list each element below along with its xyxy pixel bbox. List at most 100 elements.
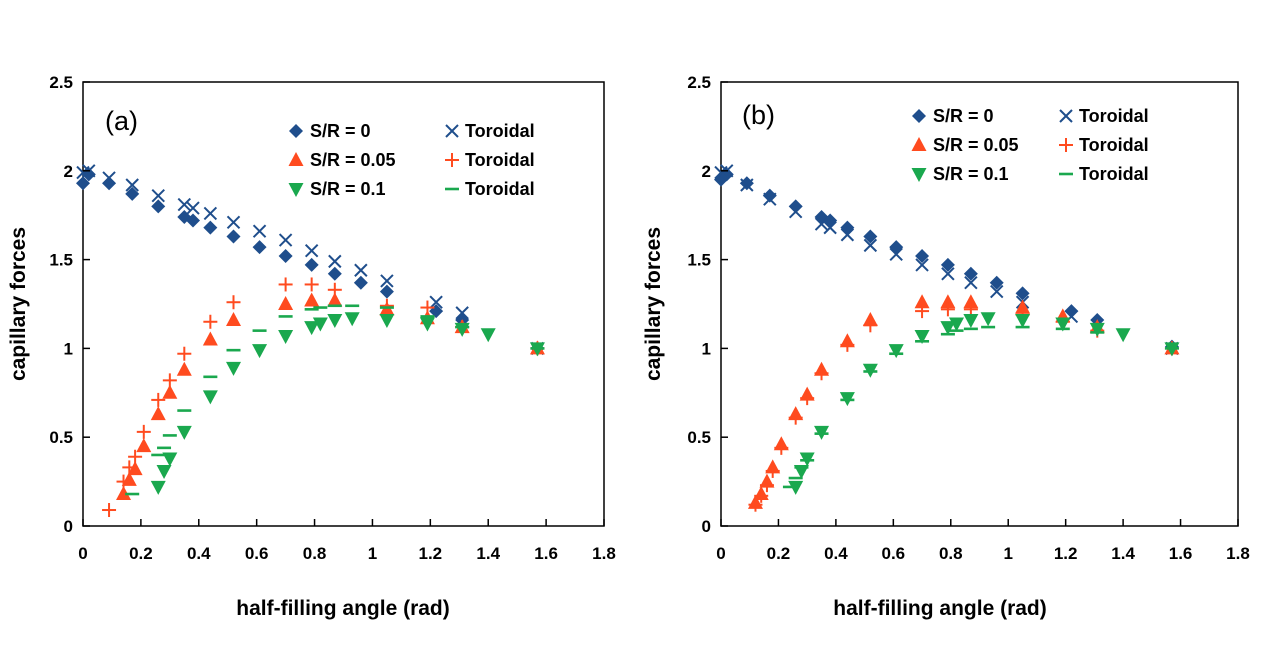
x-tick-label: 1.4 xyxy=(476,544,500,563)
x-tick-label: 0 xyxy=(716,544,725,563)
data-point xyxy=(304,244,319,258)
data-point xyxy=(304,292,320,307)
legend-symbol xyxy=(288,183,304,197)
data-point xyxy=(379,284,394,299)
data-point xyxy=(1015,299,1031,314)
x-axis-label: half-filling angle (rad) xyxy=(236,597,450,620)
data-point xyxy=(122,460,137,475)
data-point xyxy=(203,220,218,235)
data-point xyxy=(136,438,152,453)
data-point xyxy=(278,233,293,247)
legend: S/R = 0 Toroidal S/R = 0.05 Toroidal S/R… xyxy=(288,121,535,199)
data-point xyxy=(150,480,166,495)
plot-frame xyxy=(82,81,605,527)
data-point xyxy=(1055,317,1071,332)
data-point xyxy=(455,306,469,320)
legend-label-s-r-0-1: S/R = 0.1 xyxy=(310,179,386,199)
data-point xyxy=(940,321,956,336)
x-tick-label: 1.8 xyxy=(1226,544,1250,563)
data-point xyxy=(949,317,965,332)
data-point xyxy=(765,463,780,478)
data-point xyxy=(863,238,878,253)
panel-label: (a) xyxy=(105,106,138,136)
x-tick-label: 0.8 xyxy=(303,544,327,563)
series-toroidal-x xyxy=(76,164,545,356)
data-point xyxy=(162,384,178,399)
data-point xyxy=(889,247,903,261)
data-point xyxy=(419,317,435,332)
legend-marker-toroidal-x xyxy=(1059,109,1073,123)
data-point xyxy=(963,313,979,328)
data-point xyxy=(748,497,763,512)
data-point xyxy=(788,410,803,425)
data-point xyxy=(226,229,241,244)
data-point xyxy=(185,213,200,228)
data-point xyxy=(203,314,218,329)
data-point xyxy=(304,321,320,336)
data-point xyxy=(1089,322,1105,337)
data-point xyxy=(76,176,90,191)
y-tick-label: 0 xyxy=(702,517,711,536)
data-point xyxy=(800,391,815,406)
y-axis-label: capillary forces xyxy=(7,227,30,381)
legend-symbol xyxy=(1059,138,1073,152)
legend-symbol xyxy=(1059,109,1073,123)
series-s-r-0-05-triangle-up xyxy=(116,292,545,501)
data-point xyxy=(915,249,930,264)
data-point xyxy=(278,277,293,292)
y-tick-label: 1 xyxy=(702,339,711,358)
data-point xyxy=(186,201,200,215)
y-tick-label: 2 xyxy=(702,162,711,181)
legend-symbol xyxy=(911,168,927,182)
data-point xyxy=(202,390,218,405)
legend-marker-s-r-0-05 xyxy=(911,137,927,151)
x-tick-label: 0.2 xyxy=(129,544,153,563)
legend-label-s-r-0-05: S/R = 0.05 xyxy=(310,150,396,170)
data-point xyxy=(888,344,904,359)
data-point xyxy=(312,317,328,332)
data-point xyxy=(327,282,342,297)
data-point xyxy=(203,206,218,221)
data-point xyxy=(151,392,166,407)
data-point xyxy=(177,197,192,212)
data-point xyxy=(963,294,979,309)
x-tick-label: 0.4 xyxy=(824,544,848,563)
legend-marker-s-r-0 xyxy=(912,109,926,123)
data-point xyxy=(304,277,319,292)
plot-frame xyxy=(720,81,1239,527)
data-point xyxy=(863,229,878,244)
legend-label-s-r-0-05: S/R = 0.05 xyxy=(933,135,1019,155)
data-point xyxy=(889,240,904,255)
y-tick-label: 2.5 xyxy=(49,73,73,92)
x-tick-label: 1.4 xyxy=(1111,544,1135,563)
data-marks xyxy=(714,164,1180,512)
data-point xyxy=(774,440,789,455)
data-point xyxy=(136,424,151,439)
legend-label-toroidal-1: Toroidal xyxy=(1079,106,1149,126)
data-point xyxy=(788,199,803,214)
data-point xyxy=(1115,328,1131,343)
data-point xyxy=(788,204,803,219)
data-point xyxy=(863,318,878,333)
data-point xyxy=(176,361,192,376)
chart-panel-b: 0 0.2 0.4 0.6 0.8 1 1.2 1.4 1.6 1.8 0 0.5 1 1.5 2 2.5 (… xyxy=(642,73,1250,620)
data-point xyxy=(252,224,267,238)
y-tick-label: 0.5 xyxy=(687,428,711,447)
chart-panel-a: 0 0.2 0.4 0.6 0.8 1 1.2 1.4 1.6 1.8 0 0.5 1 1.5 2 2.5 (… xyxy=(7,73,616,620)
data-point xyxy=(278,296,294,310)
panel-label: (b) xyxy=(742,100,775,130)
data-point xyxy=(102,176,117,191)
data-point xyxy=(840,337,855,352)
y-tick-label: 0 xyxy=(64,517,73,536)
data-point xyxy=(914,294,930,309)
axes: 0 0.2 0.4 0.6 0.8 1 1.2 1.4 1.6 1.8 0 0.5 1 1.5 2 2.5 xyxy=(687,73,1249,563)
data-point xyxy=(116,486,132,501)
x-tick-label: 0.2 xyxy=(767,544,791,563)
x-tick-label: 0.8 xyxy=(939,544,963,563)
data-point xyxy=(116,474,131,489)
x-axis-label: half-filling angle (rad) xyxy=(833,597,1047,620)
data-point xyxy=(252,240,267,255)
data-point xyxy=(941,267,955,281)
y-tick-label: 1.5 xyxy=(49,251,73,270)
